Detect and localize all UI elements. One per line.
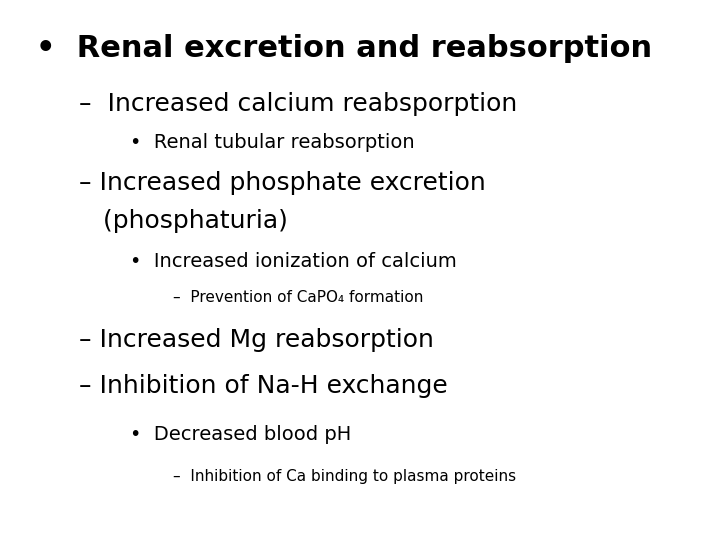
Text: •  Renal excretion and reabsorption: • Renal excretion and reabsorption (36, 33, 652, 63)
Text: •  Increased ionization of calcium: • Increased ionization of calcium (130, 252, 456, 271)
Text: •  Decreased blood pH: • Decreased blood pH (130, 425, 351, 444)
Text: –  Prevention of CaPO₄ formation: – Prevention of CaPO₄ formation (173, 291, 423, 306)
Text: –  Inhibition of Ca binding to plasma proteins: – Inhibition of Ca binding to plasma pro… (173, 469, 516, 484)
Text: (phosphaturia): (phosphaturia) (79, 209, 288, 233)
Text: – Inhibition of Na-H exchange: – Inhibition of Na-H exchange (79, 374, 448, 398)
Text: –  Increased calcium reabsporption: – Increased calcium reabsporption (79, 92, 518, 116)
Text: – Increased Mg reabsorption: – Increased Mg reabsorption (79, 328, 434, 352)
Text: – Increased phosphate excretion: – Increased phosphate excretion (79, 171, 486, 195)
Text: •  Renal tubular reabsorption: • Renal tubular reabsorption (130, 133, 414, 152)
